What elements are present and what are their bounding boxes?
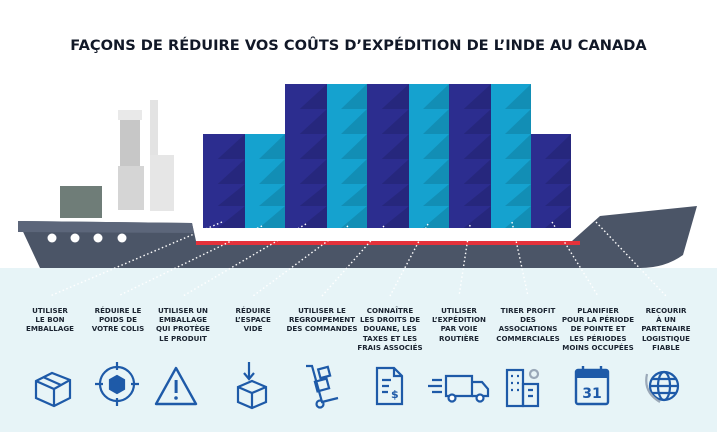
container-4: [245, 184, 285, 228]
svg-text:$: $: [391, 388, 399, 401]
container-23: [531, 134, 571, 184]
container-1: [203, 134, 245, 184]
container-16: [409, 184, 449, 228]
calendar-day-number: 31: [582, 386, 601, 402]
chimney-top: [118, 110, 142, 120]
tip-label-10: RECOURIR À UN PARTENAIRE LOGISTIQUE FIAB…: [641, 306, 691, 352]
deck-cabin: [60, 186, 102, 218]
leader-line-10: [595, 221, 667, 297]
container-2: [203, 184, 245, 228]
bridge-block: [118, 166, 144, 210]
container-8: [327, 84, 367, 134]
calendar-icon: [574, 366, 610, 406]
tip-label-6: CONNAÎTRE LES DROITS DE DOUANE, LES TAXE…: [357, 306, 423, 352]
compress-box-icon: [236, 362, 268, 410]
container-17: [449, 84, 491, 134]
leader-line-6: [389, 223, 429, 297]
hand-truck-icon: [306, 364, 339, 409]
tip-label-9: PLANIFIER POUR LA PÉRIODE DE POINTE ET L…: [561, 306, 635, 352]
container-stack: [203, 84, 571, 228]
target-box-icon: [95, 362, 139, 406]
tip-label-1: UTILISER LE BON EMBALLAGE: [25, 306, 74, 334]
leader-line-9: [551, 221, 599, 297]
container-12: [367, 134, 409, 184]
container-5: [285, 84, 327, 134]
tip-label-7: UTILISER L’EXPÉDITION PAR VOIE ROUTIÈRE: [432, 306, 486, 343]
antenna-mast: [150, 100, 158, 156]
invoice-document-icon: $: [375, 366, 404, 406]
container-19: [449, 184, 491, 228]
container-21: [491, 134, 531, 184]
tip-label-5: UTILISER LE REGROUPEMENT DES COMMANDES: [286, 306, 358, 334]
container-6: [285, 134, 327, 184]
package-box-icon: [34, 371, 72, 408]
tip-label-8: TIRER PROFIT DES ASSOCIATIONS COMMERCIAL…: [496, 306, 560, 343]
porthole-3: [93, 233, 103, 243]
container-7: [285, 184, 327, 228]
container-9: [327, 134, 367, 184]
tip-label-2: RÉDUIRE LE POIDS DE VOTRE COLIS: [91, 306, 145, 334]
porthole-4: [117, 233, 127, 243]
leader-line-1: [49, 221, 223, 297]
container-18: [449, 134, 491, 184]
container-20: [491, 84, 531, 134]
fast-truck-icon: [428, 374, 490, 403]
porthole-2: [70, 233, 80, 243]
leader-line-8: [511, 221, 529, 297]
container-15: [409, 134, 449, 184]
globe-icon: [645, 370, 680, 403]
porthole-1: [47, 233, 57, 243]
ship-hull: [18, 206, 697, 268]
office-building-icon: [505, 368, 540, 408]
infographic-title: FAÇONS DE RÉDUIRE VOS COÛTS D’EXPÉDITION…: [70, 37, 647, 54]
hull-highlight: [18, 221, 194, 233]
tip-label-4: RÉDUIRE L’ESPACE VIDE: [235, 306, 271, 334]
container-22: [491, 184, 531, 228]
tip-label-3: UTILISER UN EMBALLAGE QUI PROTÈGE LE PRO…: [156, 306, 210, 343]
container-13: [367, 184, 409, 228]
container-24: [531, 184, 571, 228]
hull-red-stripe: [196, 241, 580, 245]
chimney-right: [150, 155, 174, 211]
warning-triangle-icon: [154, 366, 198, 406]
container-10: [327, 184, 367, 228]
container-3: [245, 134, 285, 184]
chimney-left: [120, 120, 140, 166]
container-14: [409, 84, 449, 134]
container-11: [367, 84, 409, 134]
leader-line-2: [117, 225, 263, 297]
leader-lines: [49, 221, 667, 297]
